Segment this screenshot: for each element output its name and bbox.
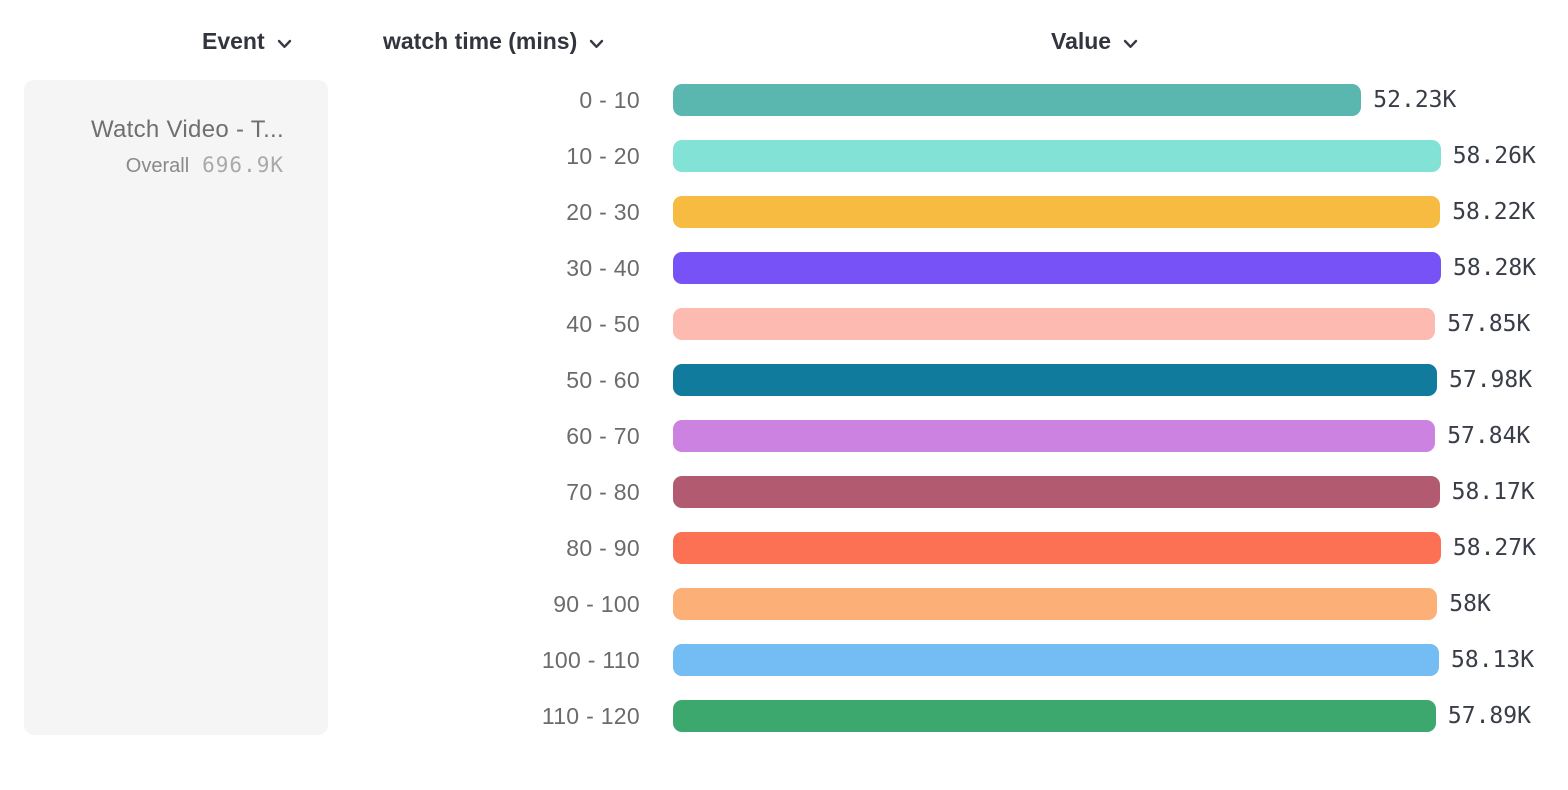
bar-row: 40 - 50 57.85K xyxy=(520,308,1536,340)
value-bar[interactable] xyxy=(673,196,1441,228)
value-bar[interactable] xyxy=(673,140,1441,172)
bucket-label: 80 - 90 xyxy=(566,534,640,561)
series-legend-card[interactable]: Watch Video - T... Overall 696.9K xyxy=(24,80,328,735)
bucket-label: 50 - 60 xyxy=(566,366,640,393)
bar-row: 10 - 20 58.26K xyxy=(520,140,1536,172)
value-column-dropdown[interactable]: Value xyxy=(1051,28,1138,55)
bar-row: 20 - 30 58.22K xyxy=(520,196,1536,228)
value-label: 58.13K xyxy=(1451,647,1535,673)
series-overall-row: Overall 696.9K xyxy=(40,153,284,178)
bucket-label: 0 - 10 xyxy=(579,86,640,113)
chevron-down-icon xyxy=(589,39,604,49)
event-column-dropdown[interactable]: Event xyxy=(202,28,292,55)
bar-row: 70 - 80 58.17K xyxy=(520,476,1536,508)
chevron-down-icon xyxy=(1123,39,1138,49)
event-column-label: Event xyxy=(202,28,265,54)
value-label: 58.27K xyxy=(1452,535,1536,561)
bar-row: 100 - 110 58.13K xyxy=(520,644,1536,676)
value-label: 58K xyxy=(1449,591,1491,617)
breakdown-column-dropdown[interactable]: watch time (mins) xyxy=(383,28,604,55)
bar-rows: 0 - 10 52.23K 10 - 20 58.26K 20 - 30 58.22K 30… xyxy=(520,84,1536,756)
value-label: 52.23K xyxy=(1373,87,1457,113)
bucket-label: 30 - 40 xyxy=(566,254,640,281)
value-bar[interactable] xyxy=(673,532,1441,564)
bucket-label: 40 - 50 xyxy=(566,310,640,337)
value-bar[interactable] xyxy=(673,420,1436,452)
value-bar[interactable] xyxy=(673,308,1436,340)
bucket-label: 60 - 70 xyxy=(566,422,640,449)
bucket-label: 70 - 80 xyxy=(566,478,640,505)
bar-row: 30 - 40 58.28K xyxy=(520,252,1536,284)
value-bar[interactable] xyxy=(673,252,1441,284)
bucket-label: 20 - 30 xyxy=(566,198,640,225)
bar-row: 60 - 70 57.84K xyxy=(520,420,1536,452)
bucket-label: 10 - 20 xyxy=(566,142,640,169)
bar-row: 50 - 60 57.98K xyxy=(520,364,1536,396)
value-label: 57.89K xyxy=(1447,703,1531,729)
value-label: 58.26K xyxy=(1452,143,1536,169)
value-bar[interactable] xyxy=(673,476,1440,508)
bucket-label: 90 - 100 xyxy=(553,590,640,617)
value-label: 57.98K xyxy=(1449,367,1533,393)
series-name: Watch Video - T... xyxy=(90,116,284,143)
value-column-label: Value xyxy=(1051,28,1112,54)
value-bar[interactable] xyxy=(673,364,1437,396)
overall-value: 696.9K xyxy=(202,153,284,177)
value-bar[interactable] xyxy=(673,644,1439,676)
bucket-label: 110 - 120 xyxy=(541,702,640,729)
bar-row: 80 - 90 58.27K xyxy=(520,532,1536,564)
value-label: 57.84K xyxy=(1447,423,1531,449)
value-bar[interactable] xyxy=(673,588,1438,620)
bar-row: 110 - 120 57.89K xyxy=(520,700,1536,732)
value-bar[interactable] xyxy=(673,84,1362,116)
bucket-label: 100 - 110 xyxy=(541,646,640,673)
breakdown-column-label: watch time (mins) xyxy=(383,28,578,54)
bar-row: 0 - 10 52.23K xyxy=(520,84,1536,116)
bar-row: 90 - 100 58K xyxy=(520,588,1536,620)
chevron-down-icon xyxy=(277,39,292,49)
value-label: 58.28K xyxy=(1453,255,1537,281)
value-label: 57.85K xyxy=(1447,311,1531,337)
value-label: 58.17K xyxy=(1451,479,1535,505)
overall-label: Overall xyxy=(125,155,190,177)
value-label: 58.22K xyxy=(1452,199,1536,225)
value-bar[interactable] xyxy=(673,700,1436,732)
